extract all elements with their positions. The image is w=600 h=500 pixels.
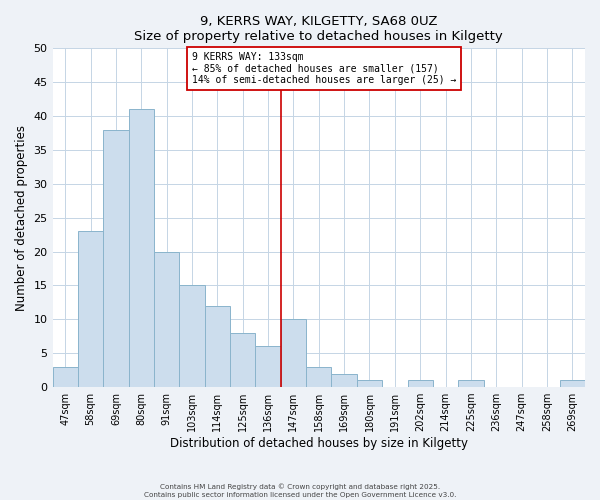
- Bar: [256, 346, 281, 387]
- Bar: [407, 380, 433, 387]
- Title: 9, KERRS WAY, KILGETTY, SA68 0UZ
Size of property relative to detached houses in: 9, KERRS WAY, KILGETTY, SA68 0UZ Size of…: [134, 15, 503, 43]
- Bar: [103, 130, 128, 387]
- Bar: [306, 367, 331, 387]
- Bar: [128, 110, 154, 387]
- Bar: [205, 306, 230, 387]
- Bar: [357, 380, 382, 387]
- Text: Contains HM Land Registry data © Crown copyright and database right 2025.
Contai: Contains HM Land Registry data © Crown c…: [144, 484, 456, 498]
- Bar: [230, 333, 256, 387]
- Bar: [281, 320, 306, 387]
- Y-axis label: Number of detached properties: Number of detached properties: [15, 124, 28, 310]
- Bar: [154, 252, 179, 387]
- X-axis label: Distribution of detached houses by size in Kilgetty: Distribution of detached houses by size …: [170, 437, 468, 450]
- Bar: [560, 380, 585, 387]
- Bar: [331, 374, 357, 387]
- Text: 9 KERRS WAY: 133sqm
← 85% of detached houses are smaller (157)
14% of semi-detac: 9 KERRS WAY: 133sqm ← 85% of detached ho…: [192, 52, 457, 85]
- Bar: [78, 232, 103, 387]
- Bar: [179, 286, 205, 387]
- Bar: [53, 367, 78, 387]
- Bar: [458, 380, 484, 387]
